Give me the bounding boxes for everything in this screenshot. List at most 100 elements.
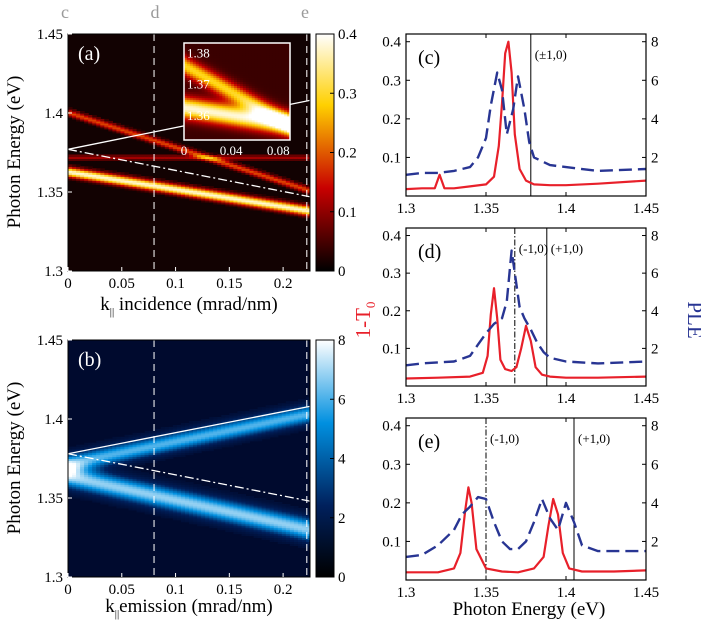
- heat-cell: [108, 182, 113, 185]
- inset-cell: [213, 61, 217, 64]
- heat-cell: [96, 466, 101, 469]
- inset-cell: [210, 137, 215, 140]
- inset-cell: [251, 97, 256, 101]
- heat-cell: [233, 492, 238, 495]
- heat-cell: [249, 420, 255, 424]
- heat-cell: [156, 432, 162, 436]
- inset-cell: [207, 43, 212, 46]
- heat-cell: [197, 498, 202, 501]
- heat-cell: [180, 152, 186, 156]
- heat-cell: [229, 162, 234, 165]
- inset-cell: [184, 67, 188, 70]
- inset-cell: [186, 85, 191, 89]
- inset-cell: [254, 57, 259, 60]
- heat-cell: [201, 420, 206, 424]
- heat-cell: [148, 438, 154, 442]
- heat-cell: [213, 192, 218, 195]
- heat-cell: [301, 527, 307, 531]
- inset-cell: [266, 59, 270, 62]
- heat-cell: [144, 138, 150, 142]
- heat-cell: [285, 180, 291, 183]
- inset-cell: [248, 115, 253, 119]
- inset-cell: [281, 63, 285, 66]
- inset-cell: [248, 97, 253, 101]
- heat-cell: [209, 199, 214, 203]
- heat-cell: [213, 525, 218, 529]
- inset-cell: [184, 61, 188, 64]
- heat-cell: [104, 478, 109, 481]
- heat-cell: [193, 444, 198, 448]
- heat-cell: [305, 158, 310, 162]
- inset-cell: [245, 115, 250, 119]
- heat-cell: [245, 158, 251, 162]
- heat-cell: [136, 490, 142, 493]
- heat-cell: [225, 154, 230, 158]
- heat-cell: [289, 509, 295, 513]
- heat-cell: [148, 158, 154, 162]
- inset-cell: [251, 99, 256, 103]
- inset-cell: [284, 99, 288, 103]
- heat-cell: [285, 156, 291, 160]
- inset-cell: [269, 109, 273, 113]
- heat-cell: [80, 450, 85, 454]
- heat-cell: [277, 539, 283, 543]
- inset-cell: [272, 97, 276, 101]
- y-left-tick-label: 0.1: [382, 341, 401, 357]
- heat-cell: [261, 154, 267, 158]
- heat-cell: [152, 182, 158, 185]
- inset-cell: [266, 115, 270, 119]
- heat-cell: [100, 184, 105, 187]
- inset-cell: [266, 71, 270, 74]
- heat-cell: [104, 158, 109, 162]
- heat-cell: [88, 464, 93, 468]
- heat-cell: [269, 539, 275, 543]
- inset-cell: [254, 129, 259, 133]
- heat-cell: [164, 490, 170, 493]
- inset-cell: [189, 55, 194, 58]
- inset-cell: [184, 131, 188, 135]
- inset-cell: [207, 71, 212, 74]
- heat-cell: [297, 205, 303, 209]
- inset-cell: [186, 75, 191, 78]
- heat-cell: [172, 142, 178, 146]
- heat-cell: [269, 209, 275, 213]
- inset-x-tick-label: 0.04: [220, 143, 243, 158]
- heat-cell: [253, 509, 259, 513]
- heat-cell: [128, 480, 134, 483]
- heat-cell: [160, 448, 166, 452]
- heat-cell: [84, 120, 89, 124]
- inset-cell: [192, 89, 197, 93]
- heat-cell: [277, 523, 283, 527]
- heat-cell: [209, 432, 214, 436]
- heat-cell: [221, 513, 226, 517]
- heat-cell: [201, 517, 206, 521]
- heat-cell: [217, 199, 222, 203]
- heat-cell: [104, 498, 109, 501]
- heat-cell: [273, 182, 279, 185]
- heat-cell: [68, 176, 73, 179]
- inset-cell: [251, 83, 256, 87]
- heat-cell: [88, 118, 93, 122]
- inset-cell: [278, 129, 282, 133]
- heat-cell: [156, 440, 162, 444]
- inset-cell: [269, 65, 273, 68]
- inset-cell: [260, 121, 265, 125]
- heat-cell: [217, 192, 222, 195]
- inset-cell: [184, 99, 188, 103]
- heat-cell: [193, 424, 198, 428]
- heat-cell: [289, 419, 295, 422]
- inset-cell: [213, 91, 217, 95]
- heat-cell: [80, 472, 85, 475]
- inset-cell: [237, 109, 241, 113]
- inset-cell: [192, 77, 197, 80]
- heat-cell: [76, 168, 81, 171]
- heat-cell: [213, 162, 218, 165]
- inset-cell: [251, 101, 256, 105]
- heat-cell: [172, 158, 178, 162]
- heat-cell: [164, 158, 170, 162]
- y-right-tick-label: 6: [651, 266, 659, 282]
- heat-cell: [285, 537, 291, 541]
- inset-cell: [245, 131, 250, 135]
- heat-cell: [116, 464, 122, 468]
